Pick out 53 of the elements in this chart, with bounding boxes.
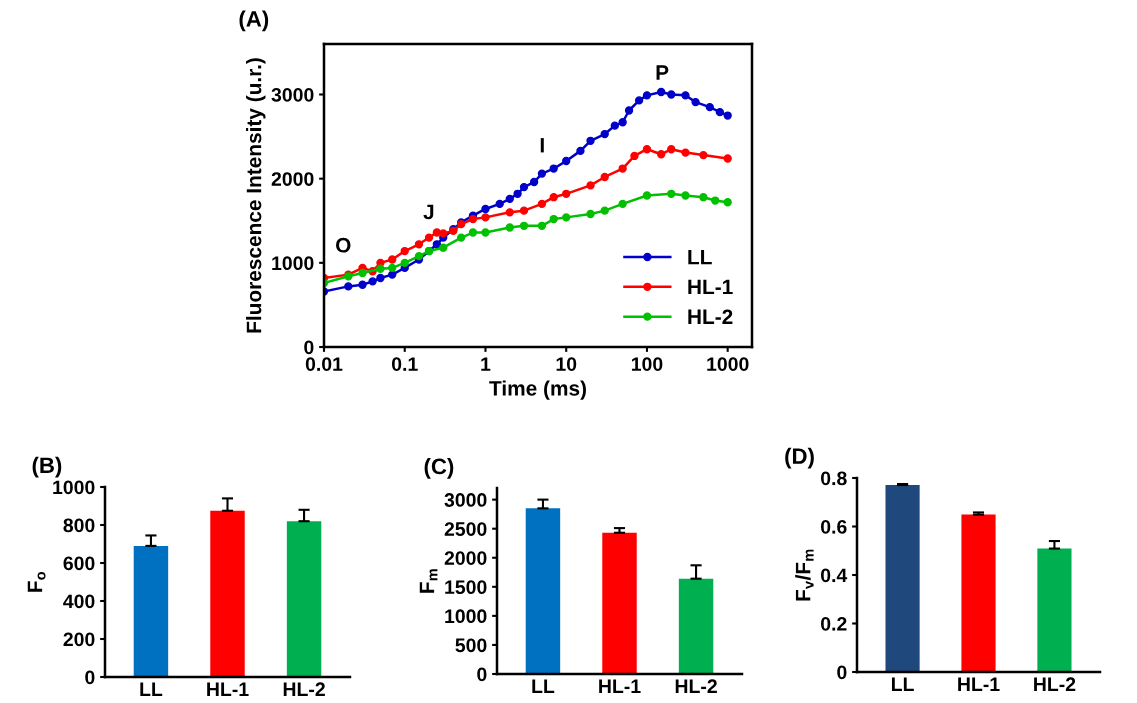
- y-tick-label: 600: [63, 556, 95, 571]
- y-tick-label: 3000: [444, 493, 487, 507]
- x-tick-label: 100: [631, 357, 663, 371]
- y-tick-label: 0: [837, 665, 847, 680]
- y-tick-label: 0.6: [821, 519, 847, 534]
- legend-label: LL: [688, 249, 712, 265]
- y-axis-title: F$_{m}$: [419, 569, 438, 593]
- y-tick-label: 1500: [445, 580, 487, 595]
- annotation: J: [423, 204, 434, 220]
- y-tick-label: 0.4: [821, 568, 848, 583]
- y-tick-label: 200: [63, 632, 95, 647]
- x-tick-label: LL: [891, 677, 914, 691]
- x-tick-label: 0.01: [305, 357, 343, 371]
- y-axis-title: F$_{v}$/F$_{m}$: [795, 549, 814, 601]
- y-tick-label: 800: [63, 518, 95, 533]
- legend-label: HL-2: [688, 309, 733, 324]
- x-tick-label: 1: [481, 357, 491, 371]
- x-axis-title: Time (ms): [489, 380, 586, 400]
- y-tick-label: 2500: [444, 522, 487, 536]
- x-tick-label: HL-1: [599, 679, 641, 693]
- y-tick-label: 1000: [272, 256, 314, 271]
- annotation: I: [540, 138, 544, 153]
- y-tick-label: 500: [455, 638, 487, 653]
- y-tick-label: 2000: [271, 172, 314, 186]
- y-tick-label: 400: [63, 594, 95, 609]
- chart-title: (D): [785, 447, 814, 469]
- x-tick-label: HL-2: [1034, 677, 1076, 691]
- x-tick-label: HL-2: [283, 682, 325, 696]
- y-tick-label: 0: [85, 670, 95, 685]
- y-tick-label: 3000: [271, 87, 314, 102]
- y-axis-title: Fluorescence Intensity (u.r.): [246, 58, 266, 333]
- x-tick-label: HL-1: [207, 682, 249, 696]
- legend-label: HL-1: [688, 279, 733, 295]
- chart-title: (A): [239, 10, 269, 32]
- chart-title: (C): [424, 457, 454, 479]
- x-tick-label: LL: [140, 682, 163, 696]
- y-tick-label: 1000: [53, 480, 95, 495]
- y-tick-label: 2000: [444, 551, 487, 565]
- x-tick-label: HL-2: [675, 679, 717, 693]
- annotation: P: [656, 65, 669, 80]
- y-tick-label: 0.8: [821, 471, 847, 486]
- y-tick-label: 0: [477, 667, 487, 682]
- x-tick-label: HL-1: [958, 677, 1000, 691]
- chart-title: (B): [32, 456, 62, 478]
- y-tick-label: 0: [304, 340, 314, 355]
- x-tick-label: LL: [532, 679, 555, 693]
- y-axis-title: F$_{o}$: [27, 571, 46, 592]
- x-tick-label: 1000: [707, 357, 749, 371]
- x-tick-label: 10: [556, 357, 577, 371]
- annotation: O: [336, 237, 351, 253]
- y-tick-label: 1000: [445, 609, 487, 624]
- y-tick-label: 0.2: [821, 616, 847, 631]
- x-tick-label: 0.1: [391, 357, 418, 371]
